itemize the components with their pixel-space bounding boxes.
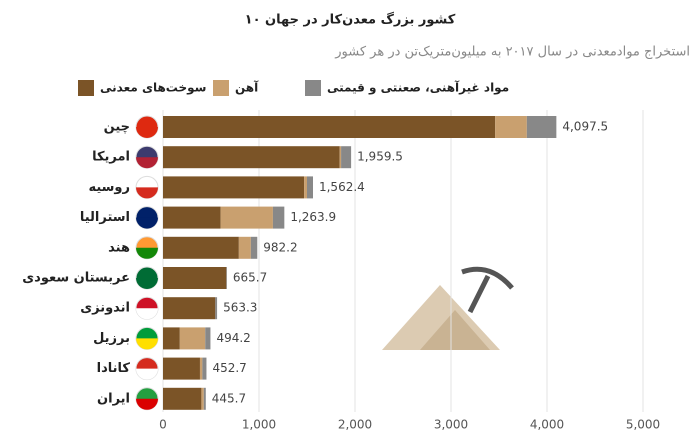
x-tick-label: 1,000 — [242, 418, 276, 432]
total-label: 4,097.5 — [562, 120, 608, 134]
category-label: امریکا — [92, 150, 130, 165]
flag — [136, 308, 158, 320]
chart-title: ۱۰ کشور بزرگ معدن‌کار در جهان — [245, 11, 456, 28]
legend-swatch — [213, 80, 229, 96]
bar-segment — [304, 176, 307, 199]
bar-segment — [203, 387, 206, 410]
bar-segment — [202, 357, 207, 380]
bar-segment — [307, 176, 313, 199]
legend-label: سوخت‌های معدنی — [100, 81, 206, 96]
bar-segment — [163, 267, 227, 289]
bar-segment — [163, 146, 340, 169]
bar-segment — [341, 146, 352, 169]
total-label: 1,562.4 — [319, 180, 365, 194]
total-label: 452.7 — [212, 361, 246, 375]
bar-segment — [199, 357, 203, 380]
flag — [136, 127, 158, 138]
flag — [136, 187, 158, 199]
flag — [136, 247, 158, 259]
bar-segment — [526, 116, 557, 138]
category-label: ایران — [97, 391, 130, 406]
bar-segment — [215, 297, 218, 320]
legend-label: آهن — [235, 80, 259, 95]
flag — [136, 398, 158, 410]
legend-swatch — [305, 80, 321, 96]
flag — [136, 157, 158, 169]
flag — [136, 338, 158, 350]
x-tick-label: 4,000 — [530, 418, 564, 432]
category-label: عربستان سعودی — [22, 271, 130, 286]
bar-segment — [163, 236, 239, 259]
category-label: اندونزی — [80, 301, 130, 316]
total-label: 563.3 — [223, 301, 257, 315]
category-label: هند — [108, 240, 130, 255]
bar-segment — [163, 176, 305, 199]
bar-segment — [179, 327, 206, 350]
bar-segment — [205, 327, 211, 350]
x-tick-label: 3,000 — [434, 418, 468, 432]
category-label: چین — [104, 120, 130, 135]
bar-segment — [220, 206, 273, 229]
bar-segment — [226, 267, 227, 289]
category-label: روسیه — [88, 180, 130, 195]
bar-segment — [163, 357, 200, 380]
flag — [136, 278, 158, 289]
flag — [136, 217, 158, 229]
x-tick-label: 5,000 — [626, 418, 660, 432]
category-label: کانادا — [97, 361, 131, 376]
chart-subtitle: استخراج موادمعدنی در سال ۲۰۱۷ به میلیون‌… — [334, 45, 690, 60]
bar-segment — [163, 387, 202, 410]
bar-segment — [250, 236, 258, 259]
total-label: 982.2 — [263, 240, 297, 254]
x-tick-label: 0 — [159, 418, 167, 432]
bar-segment — [163, 206, 221, 229]
total-label: 665.7 — [233, 271, 267, 285]
bar-segment — [163, 297, 216, 320]
category-label: برزیل — [93, 331, 130, 346]
bar-segment — [272, 206, 285, 229]
x-tick-label: 2,000 — [338, 418, 372, 432]
bar-segment — [339, 146, 342, 169]
bar-segment — [238, 236, 251, 259]
flag — [136, 368, 158, 380]
legend-label: مواد غیرآهنی، صعنتی و قیمتی — [327, 80, 509, 96]
total-label: 445.7 — [212, 391, 246, 405]
bar-segment — [163, 116, 496, 138]
total-label: 494.2 — [216, 331, 250, 345]
bar-segment — [201, 387, 204, 410]
bar-segment — [495, 116, 527, 138]
total-label: 1,263.9 — [290, 210, 336, 224]
mountain-icon — [382, 266, 514, 350]
bar-segment — [163, 327, 180, 350]
total-label: 1,959.5 — [357, 150, 403, 164]
legend-swatch — [78, 80, 94, 96]
category-label: استرالیا — [80, 210, 130, 225]
